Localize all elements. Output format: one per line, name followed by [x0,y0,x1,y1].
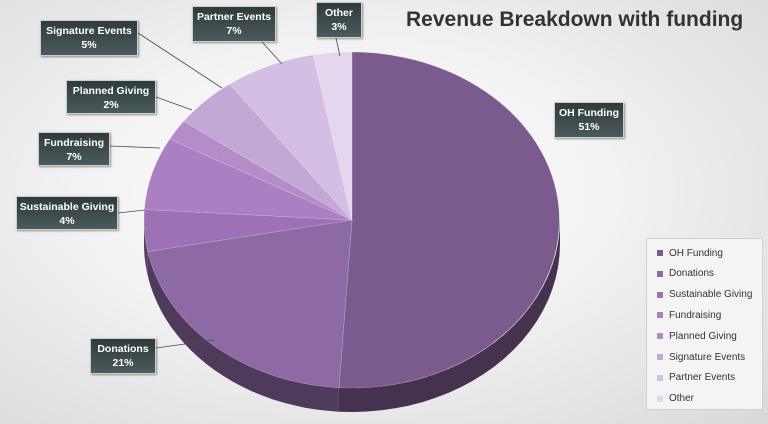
data-label-value: 51% [578,121,600,133]
legend-swatch [657,354,663,360]
pie-side-donations [147,251,339,412]
data-label-category: OH Funding [558,107,620,119]
legend-item-fundraising: Fundraising [657,307,721,323]
data-label-value: 21% [112,357,134,369]
leader-line-other [335,37,341,57]
legend-label: Signature Events [669,351,746,363]
data-label-fundraising: Fundraising 7% [38,132,110,166]
data-label-planned-giving: Planned Giving 2% [66,80,156,114]
legend-item-sustainable-giving: Sustainable Giving [657,287,752,303]
pie-depth [144,220,560,412]
leader-line-sustainable-giving [117,209,146,214]
pie-slice-sustainable-giving [143,209,353,252]
legend-item-planned-giving: Planned Giving [657,328,737,344]
data-label-sustainable-giving: Sustainable Giving 4% [16,196,118,230]
pie-slice-signature-events [183,83,353,221]
leader-lines [109,32,341,349]
leader-line-signature-events [137,32,223,89]
pie-side-oh-funding [338,220,560,412]
leader-line-donations [155,339,215,349]
leader-line-fundraising [109,145,161,149]
legend-label: Donations [669,268,715,280]
data-label-signature-events: Signature Events 5% [40,20,138,56]
pie-top [143,51,560,389]
data-label-value: 3% [331,21,347,33]
data-label-category: Planned Giving [72,85,150,97]
legend-swatch [657,333,663,340]
legend-swatch [657,312,663,319]
legend-swatch [657,291,663,298]
data-label-category: Donations [97,343,149,355]
data-label-donations: Donations 21% [90,338,156,374]
legend-item-donations: Donations [657,266,714,282]
pie-side-sustainable-giving [144,220,148,276]
legend-item-oh-funding: OH Funding [657,245,723,261]
leader-line-planned-giving [155,96,193,111]
legend-label: Planned Giving [669,330,737,342]
data-label-category: Other [324,7,353,19]
data-label-value: 7% [66,151,82,163]
legend: OH Funding Donations Sustainable Giving Fun… [646,238,763,410]
data-label-oh-funding: OH Funding 51% [554,102,624,138]
legend-item-partner-events: Partner Events [657,370,735,386]
legend-swatch [657,374,663,381]
data-label-category: Sustainable Giving [19,201,115,213]
data-label-category: Fundraising [43,137,105,149]
legend-label: Sustainable Giving [669,289,753,301]
leader-line-partner-events [261,41,283,65]
data-label-category: Partner Events [196,11,272,23]
data-label-value: 5% [81,39,97,51]
pie-slice-fundraising [144,138,353,221]
legend-label: Other [669,393,695,405]
pie-slice-partner-events [229,54,353,221]
data-label-other: Other 3% [316,2,362,38]
data-label-category: Signature Events [46,25,132,37]
legend-label: OH Funding [669,247,723,259]
legend-label: Fundraising [669,309,722,321]
data-label-partner-events: Partner Events 7% [192,6,276,42]
pie-slice-planned-giving [169,120,353,221]
data-label-value: 2% [103,99,119,111]
pie-slice-oh-funding [338,51,560,389]
pie-slice-other [312,51,353,221]
data-label-value: 7% [226,25,242,37]
legend-swatch [657,250,663,256]
data-label-value: 4% [59,215,75,227]
legend-item-other: Other [657,391,694,407]
legend-swatch [657,270,663,277]
chart-title: Revenue Breakdown with funding [406,8,744,31]
legend-item-signature-events: Signature Events [657,349,745,365]
legend-label: Partner Events [669,372,736,384]
legend-swatch [657,395,663,402]
pie-slice-donations [147,219,353,389]
